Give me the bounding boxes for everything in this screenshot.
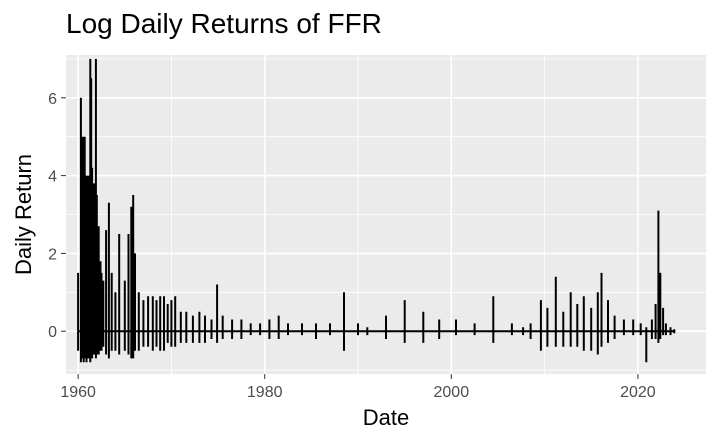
x-tick-label: 1960 bbox=[60, 384, 96, 401]
y-tick-label: 2 bbox=[48, 246, 57, 263]
y-tick-label: 4 bbox=[48, 169, 57, 186]
series-layer bbox=[77, 58, 676, 363]
y-tick-label: 6 bbox=[48, 91, 57, 108]
x-tick-label: 1980 bbox=[247, 384, 283, 401]
y-axis: 0 2 4 6 bbox=[48, 91, 66, 341]
chart-title: Log Daily Returns of FFR bbox=[66, 8, 382, 39]
series-line bbox=[77, 58, 676, 363]
x-tick-label: 2020 bbox=[620, 384, 656, 401]
y-tick-label: 0 bbox=[48, 324, 57, 341]
x-tick-label: 2000 bbox=[434, 384, 470, 401]
y-axis-title: Daily Return bbox=[11, 154, 36, 275]
x-axis-title: Date bbox=[363, 405, 409, 430]
x-axis: 1960 1980 2000 2020 bbox=[60, 374, 656, 401]
